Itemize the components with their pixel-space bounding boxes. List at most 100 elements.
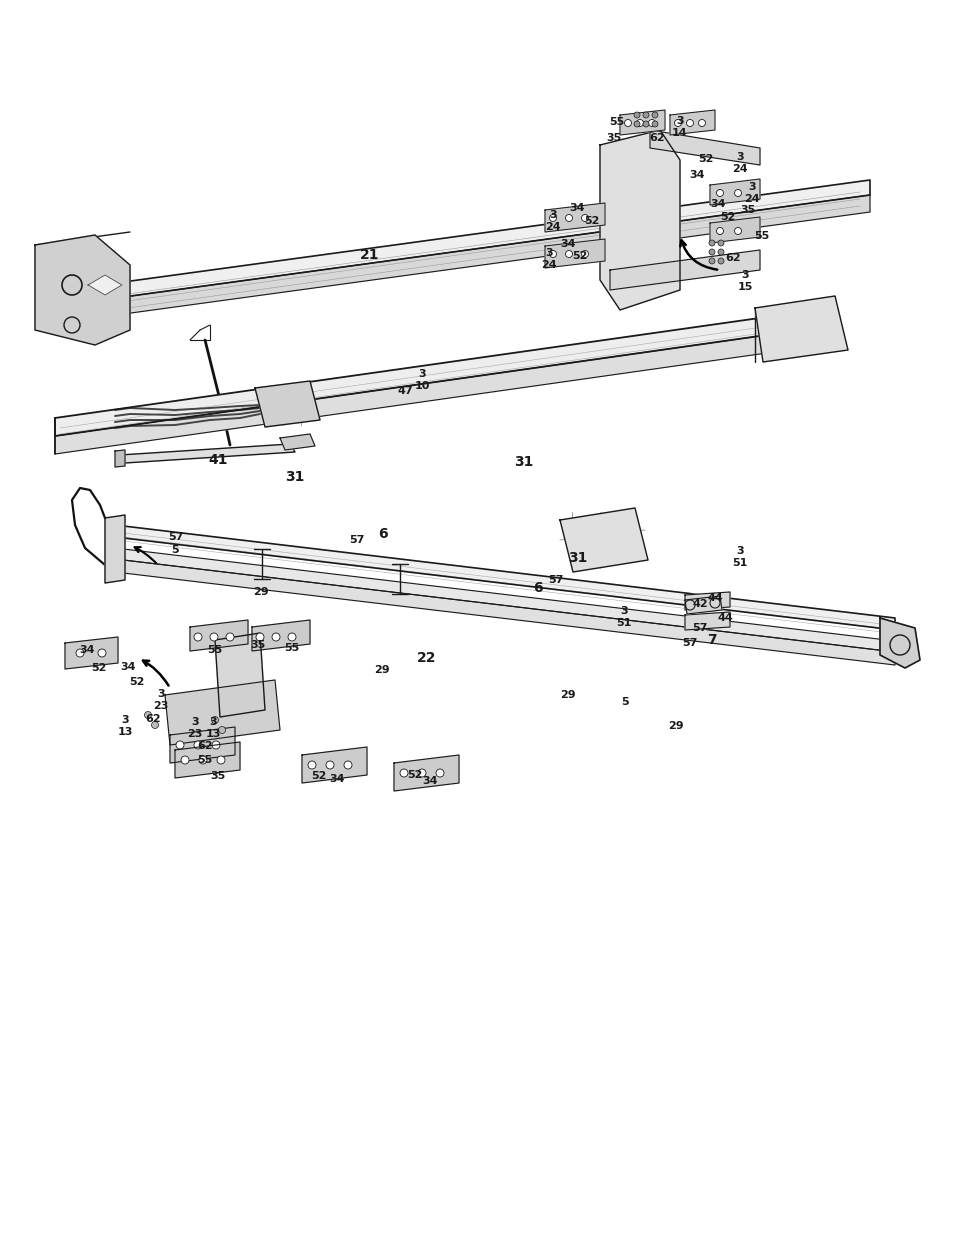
Text: 52: 52: [91, 663, 107, 673]
Text: 55: 55: [754, 231, 769, 241]
Circle shape: [716, 189, 722, 196]
Circle shape: [651, 112, 658, 119]
Text: 57: 57: [548, 576, 563, 585]
Circle shape: [636, 120, 643, 126]
Circle shape: [708, 240, 714, 246]
Text: 29: 29: [253, 587, 269, 597]
Text: 34: 34: [688, 170, 704, 180]
Polygon shape: [120, 445, 294, 463]
Circle shape: [651, 121, 658, 127]
Polygon shape: [649, 130, 760, 165]
Polygon shape: [55, 308, 829, 436]
Text: 22: 22: [416, 651, 436, 664]
Text: 3
15: 3 15: [737, 270, 752, 291]
Text: 6: 6: [377, 527, 388, 541]
Polygon shape: [65, 637, 118, 669]
Circle shape: [212, 716, 218, 724]
Text: 29: 29: [559, 690, 576, 700]
Text: 3
51: 3 51: [616, 606, 631, 627]
Circle shape: [634, 121, 639, 127]
Circle shape: [255, 634, 264, 641]
Text: 3
24: 3 24: [540, 248, 557, 269]
Polygon shape: [65, 180, 869, 305]
Circle shape: [175, 741, 184, 748]
Circle shape: [436, 769, 443, 777]
Circle shape: [581, 251, 588, 258]
Text: 31: 31: [285, 471, 304, 484]
Polygon shape: [684, 597, 721, 614]
Text: 35: 35: [606, 133, 621, 143]
Polygon shape: [754, 296, 847, 362]
Circle shape: [624, 120, 631, 126]
Polygon shape: [174, 742, 240, 778]
Text: 6: 6: [533, 580, 542, 595]
Circle shape: [734, 227, 740, 235]
Circle shape: [642, 112, 648, 119]
Polygon shape: [684, 592, 729, 610]
Circle shape: [648, 120, 655, 126]
Text: 3
13: 3 13: [117, 715, 132, 737]
Text: 55: 55: [609, 117, 624, 127]
Text: 34: 34: [559, 240, 576, 249]
Polygon shape: [669, 110, 714, 135]
Circle shape: [634, 112, 639, 119]
Text: 35: 35: [211, 771, 226, 781]
Polygon shape: [709, 217, 760, 243]
Circle shape: [181, 756, 189, 764]
Circle shape: [344, 761, 352, 769]
Circle shape: [417, 769, 426, 777]
Polygon shape: [254, 382, 319, 427]
Text: 34: 34: [329, 774, 344, 784]
Text: 34: 34: [120, 662, 135, 672]
Polygon shape: [609, 249, 760, 290]
Circle shape: [308, 761, 315, 769]
Circle shape: [581, 215, 588, 221]
Text: 57: 57: [681, 638, 697, 648]
Text: 57: 57: [692, 622, 707, 634]
Circle shape: [698, 120, 705, 126]
Circle shape: [399, 769, 408, 777]
Polygon shape: [115, 559, 894, 664]
Text: 55: 55: [197, 755, 213, 764]
Circle shape: [272, 634, 280, 641]
Text: 52: 52: [583, 216, 599, 226]
Text: 34: 34: [422, 776, 437, 785]
Text: 3
51: 3 51: [732, 546, 747, 568]
Circle shape: [708, 249, 714, 254]
Polygon shape: [214, 634, 265, 718]
Text: 3
24: 3 24: [743, 183, 759, 204]
Polygon shape: [394, 755, 458, 790]
Circle shape: [718, 249, 723, 254]
Text: 5: 5: [620, 697, 628, 706]
Text: 31: 31: [514, 454, 533, 469]
Text: 62: 62: [145, 714, 161, 724]
Text: 34: 34: [709, 199, 725, 209]
Text: 3
13: 3 13: [205, 718, 220, 739]
Polygon shape: [190, 620, 248, 651]
Circle shape: [718, 258, 723, 264]
Polygon shape: [559, 508, 647, 572]
Text: 62: 62: [724, 253, 740, 263]
Text: 7: 7: [706, 634, 716, 647]
Circle shape: [199, 756, 207, 764]
Polygon shape: [252, 620, 310, 651]
Text: 52: 52: [572, 251, 587, 261]
Polygon shape: [599, 130, 679, 310]
Circle shape: [326, 761, 334, 769]
Circle shape: [193, 634, 202, 641]
Text: 35: 35: [250, 640, 265, 650]
Circle shape: [152, 721, 158, 729]
Circle shape: [734, 189, 740, 196]
Polygon shape: [619, 110, 664, 135]
Circle shape: [686, 120, 693, 126]
Polygon shape: [544, 240, 604, 268]
Circle shape: [716, 227, 722, 235]
Text: 52: 52: [720, 212, 735, 222]
Circle shape: [210, 634, 218, 641]
Polygon shape: [280, 433, 314, 450]
Circle shape: [549, 251, 556, 258]
Polygon shape: [879, 618, 919, 668]
Text: 55: 55: [284, 643, 299, 653]
Polygon shape: [115, 548, 894, 652]
Text: 62: 62: [648, 133, 664, 143]
